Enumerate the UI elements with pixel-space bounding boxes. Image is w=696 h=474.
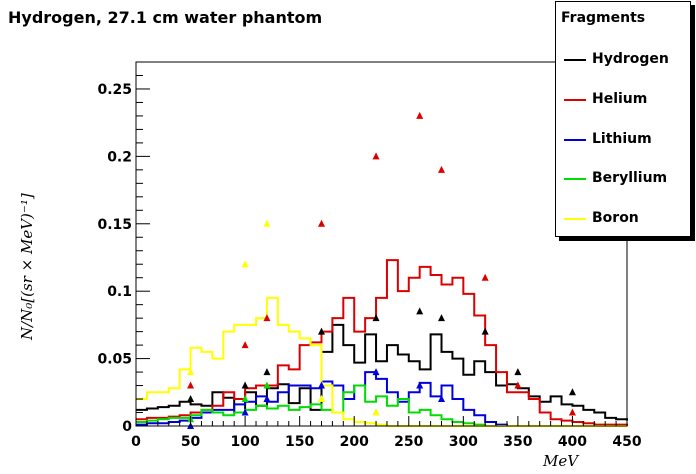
x-tick-label-8: 400 xyxy=(558,434,587,450)
chart-title: Hydrogen, 27.1 cm water phantom xyxy=(8,8,323,27)
marker-hydrogen-7 xyxy=(481,327,489,335)
x-tick-label-0: 0 xyxy=(131,434,141,450)
legend-entry-boron: Boron xyxy=(556,209,690,229)
x-tick-label-3: 150 xyxy=(285,434,314,450)
y-tick-label-4: 0.2 xyxy=(107,149,132,165)
marker-boron-2 xyxy=(263,219,271,227)
marker-lithium-2 xyxy=(263,395,271,403)
marker-helium-2 xyxy=(263,314,271,322)
marker-helium-5 xyxy=(416,111,424,119)
legend-entry-beryllium: Beryllium xyxy=(556,169,690,189)
marker-boron-4 xyxy=(372,408,380,416)
legend: Fragments Hydrogen Helium Lithium Beryll… xyxy=(555,1,691,237)
marker-lithium-5 xyxy=(416,381,424,389)
series-lithium xyxy=(136,371,627,427)
series-helium xyxy=(136,259,628,426)
marker-hydrogen-6 xyxy=(438,314,446,322)
marker-hydrogen-4 xyxy=(372,314,380,322)
marker-hydrogen-2 xyxy=(263,368,271,376)
x-tick-label-7: 350 xyxy=(503,434,532,450)
y-tick-label-0: 0 xyxy=(122,419,132,435)
marker-hydrogen-0 xyxy=(187,395,195,403)
x-tick-label-9: 450 xyxy=(612,434,641,450)
marker-helium-9 xyxy=(568,408,576,416)
y-tick-label-3: 0.15 xyxy=(97,217,132,233)
marker-helium-8 xyxy=(514,381,522,389)
legend-entry-lithium: Lithium xyxy=(556,130,690,150)
marker-hydrogen-9 xyxy=(568,388,576,396)
marker-hydrogen-8 xyxy=(514,368,522,376)
marker-helium-0 xyxy=(187,381,195,389)
x-tick-label-4: 200 xyxy=(340,434,369,450)
legend-label-boron: Boron xyxy=(592,210,639,226)
x-axis-label: MeV xyxy=(543,452,579,470)
marker-helium-3 xyxy=(317,219,325,227)
x-tick-label-6: 300 xyxy=(449,434,478,450)
y-tick-label-2: 0.1 xyxy=(107,284,132,300)
x-tick-label-2: 100 xyxy=(230,434,259,450)
marker-lithium-1 xyxy=(241,408,249,416)
marker-boron-1 xyxy=(241,260,249,268)
marker-helium-1 xyxy=(241,341,249,349)
y-tick-label-5: 0.25 xyxy=(97,82,132,98)
marker-lithium-6 xyxy=(438,395,446,403)
marker-boron-0 xyxy=(187,368,195,376)
marker-boron-3 xyxy=(317,395,325,403)
legend-label-beryllium: Beryllium xyxy=(592,170,668,186)
marker-helium-7 xyxy=(481,273,489,281)
marker-beryllium-1 xyxy=(241,395,249,403)
legend-swatch-beryllium xyxy=(564,178,586,180)
legend-label-helium: Helium xyxy=(592,91,648,107)
marker-hydrogen-3 xyxy=(317,327,325,335)
legend-entry-helium: Helium xyxy=(556,90,690,110)
legend-label-hydrogen: Hydrogen xyxy=(592,51,669,67)
series-hydrogen xyxy=(136,323,628,421)
y-tick-label-1: 0.05 xyxy=(97,352,132,368)
marker-helium-6 xyxy=(438,165,446,173)
marker-lithium-3 xyxy=(317,381,325,389)
legend-entry-hydrogen: Hydrogen xyxy=(556,50,690,70)
legend-swatch-boron xyxy=(564,218,586,220)
x-tick-label-1: 50 xyxy=(181,434,201,450)
legend-swatch-hydrogen xyxy=(564,59,586,61)
marker-hydrogen-1 xyxy=(241,381,249,389)
x-tick-label-5: 250 xyxy=(394,434,423,450)
marker-lithium-4 xyxy=(372,368,380,376)
legend-title: Fragments xyxy=(561,10,646,26)
y-axis-label: N/N₀[(sr × MeV)⁻¹] xyxy=(18,193,36,340)
legend-swatch-lithium xyxy=(564,139,586,141)
marker-helium-4 xyxy=(372,152,380,160)
legend-swatch-helium xyxy=(564,99,586,101)
marker-hydrogen-5 xyxy=(416,307,424,315)
plot-frame xyxy=(135,61,628,427)
legend-label-lithium: Lithium xyxy=(592,131,652,147)
marker-beryllium-2 xyxy=(263,381,271,389)
